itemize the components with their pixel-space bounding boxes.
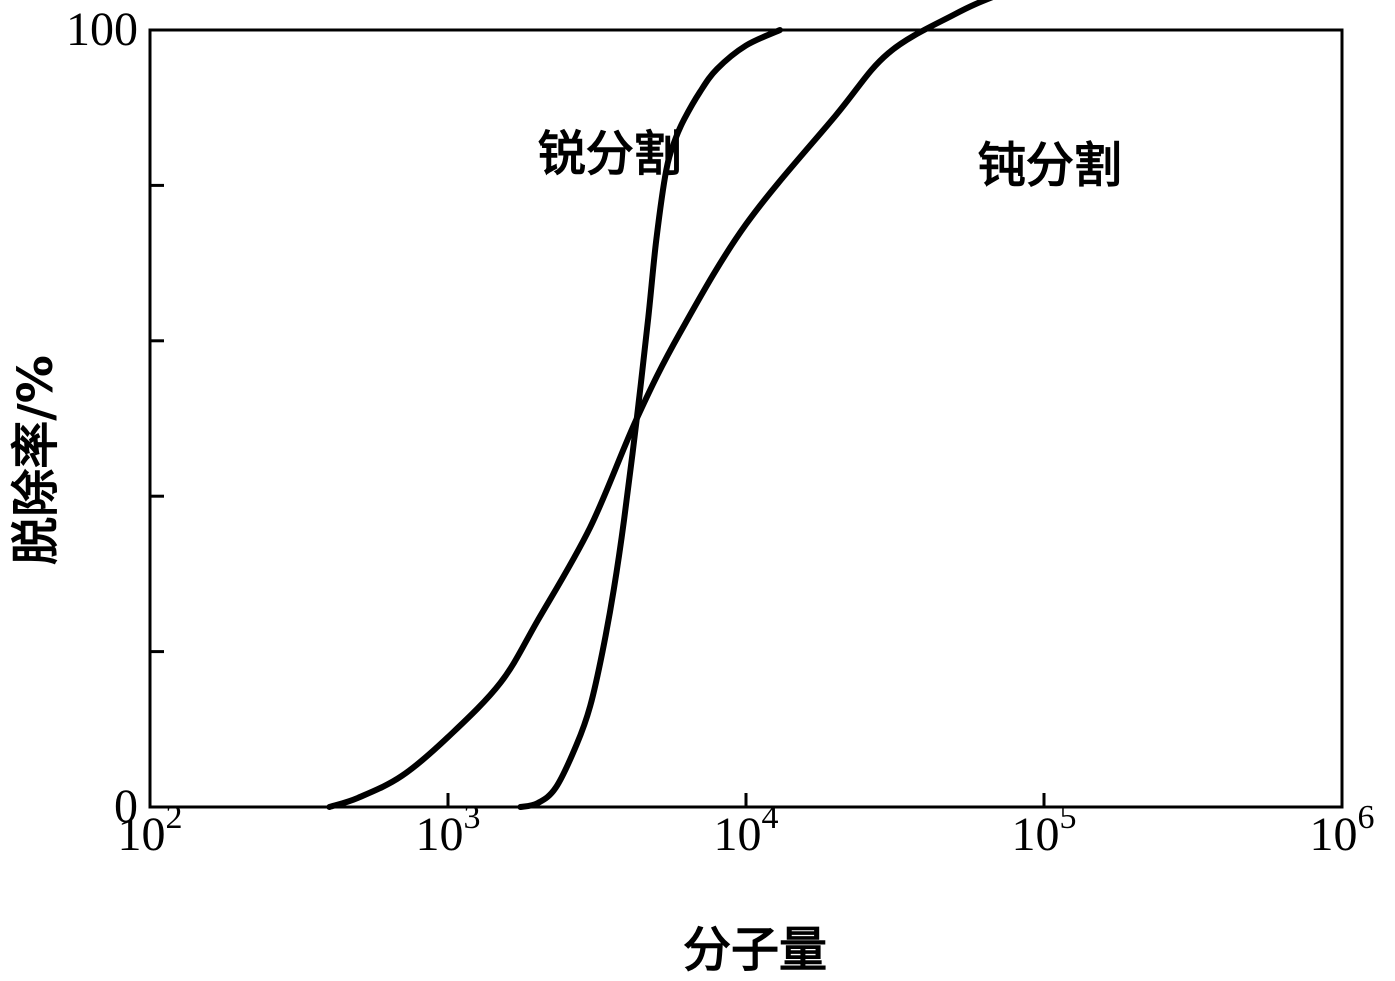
plot-area-frame <box>148 28 1344 809</box>
series-line-1 <box>517 27 783 810</box>
x-tick-exponent: 2 <box>166 799 183 836</box>
x-ticks: 102 103 104 105 106 <box>118 793 1375 861</box>
series-group <box>326 0 994 810</box>
y-tick-label: 100 <box>66 3 138 56</box>
series-label-2: 钝分割 <box>978 138 1122 194</box>
x-tick-label: 106 <box>1310 799 1375 861</box>
y-tick-label: 0 <box>114 780 138 833</box>
x-axis-label: 分子量 <box>683 922 827 978</box>
y-axis-label: 脱除率/% <box>8 355 64 565</box>
series-labels: 锐分割 钝分割 <box>538 126 1122 194</box>
x-tick-label: 105 <box>1012 799 1077 861</box>
x-tick-label: 103 <box>416 799 481 861</box>
x-tick-exponent: 6 <box>1358 799 1375 836</box>
x-tick-base: 10 <box>118 808 166 861</box>
x-tick-exponent: 4 <box>762 799 779 836</box>
x-tick-exponent: 5 <box>1060 799 1077 836</box>
x-tick-base: 10 <box>1012 808 1060 861</box>
x-tick-base: 10 <box>416 808 464 861</box>
x-tick-label: 104 <box>714 799 779 861</box>
x-tick-base: 10 <box>714 808 762 861</box>
x-tick-label: 102 <box>118 799 183 861</box>
x-tick-base: 10 <box>1310 808 1358 861</box>
x-tick-exponent: 3 <box>464 799 481 836</box>
series-line-2 <box>326 0 994 810</box>
series-label-1: 锐分割 <box>538 126 682 182</box>
y-ticks: 0 100 <box>66 3 164 833</box>
